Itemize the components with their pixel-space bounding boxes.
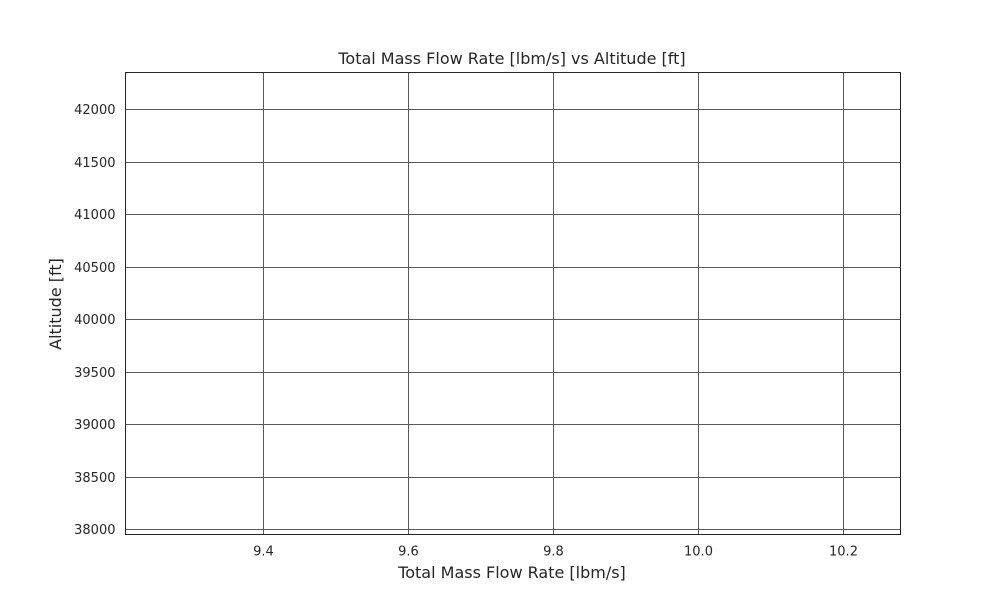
x-axis-label: Total Mass Flow Rate [lbm/s] xyxy=(397,563,626,582)
y-axis-label: Altitude [ft] xyxy=(46,258,65,350)
y-tick-label: 38500 xyxy=(74,471,115,486)
x-tick-label: 10.2 xyxy=(829,545,858,560)
x-tick-label: 9.8 xyxy=(543,545,564,560)
y-tick-label: 39000 xyxy=(74,418,115,433)
grid xyxy=(125,72,901,535)
y-axis-ticks: 38000 38500 39000 39500 40000 40500 41000 41500… xyxy=(74,103,115,538)
y-tick-label: 41000 xyxy=(74,208,115,223)
y-tick-label: 41500 xyxy=(74,156,115,171)
y-tick-label: 40500 xyxy=(74,261,115,276)
x-axis-ticks: 9.4 9.6 9.8 10.0 10.2 xyxy=(253,545,858,560)
x-tick-label: 10.0 xyxy=(684,545,713,560)
y-tick-label: 38000 xyxy=(74,523,115,538)
chart-title: Total Mass Flow Rate [lbm/s] vs Altitude… xyxy=(337,49,685,68)
x-tick-label: 9.6 xyxy=(398,545,419,560)
y-tick-label: 40000 xyxy=(74,313,115,328)
y-tick-label: 42000 xyxy=(74,103,115,118)
y-tick-label: 39500 xyxy=(74,366,115,381)
x-tick-label: 9.4 xyxy=(253,545,274,560)
plot-area-frame xyxy=(125,72,901,535)
